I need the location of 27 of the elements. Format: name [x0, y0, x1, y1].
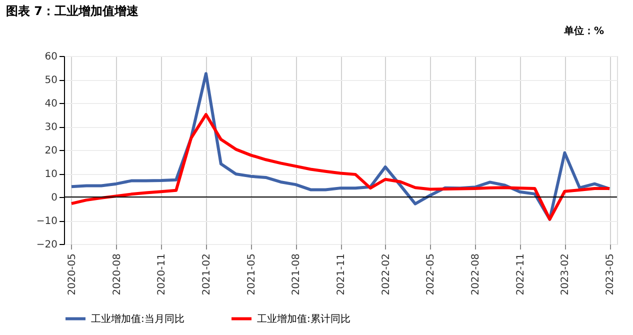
y-tick-label: 60: [44, 52, 58, 62]
y-axis-title: 单位：%: [562, 25, 604, 37]
chart-title: 图表 7：工业增加值增速: [6, 4, 140, 18]
x-tick-label: 2022-02: [380, 254, 392, 296]
y-tick-label: 50: [44, 75, 58, 86]
x-tick-label: 2021-08: [291, 254, 302, 296]
x-tick-label: 2022-05: [426, 254, 437, 296]
y-tick-label: 30: [44, 122, 58, 133]
x-tick-label: 2022-11: [515, 254, 526, 296]
legend-label: 工业增加值:累计同比: [257, 312, 350, 325]
line-series: [70, 113, 612, 221]
y-tick-label: 0: [51, 192, 58, 204]
x-tick-label: 2020-08: [112, 254, 123, 296]
x-tick-label: 2021-11: [336, 254, 347, 296]
x-tick-label: 2022-08: [470, 254, 482, 296]
legend-label: 工业增加值:当月同比: [91, 312, 184, 325]
y-tick-label: 40: [44, 98, 58, 110]
y-tick-label: −10: [36, 216, 58, 227]
y-tick-label: 10: [44, 169, 58, 180]
x-tick-label: 2023-05: [605, 254, 616, 296]
y-tick-label: −20: [36, 240, 58, 250]
x-tick-label: 2021-02: [201, 254, 212, 296]
x-tick-label: 2020-05: [66, 254, 78, 296]
x-tick-label: 2020-11: [156, 254, 168, 296]
y-tick-label: 20: [44, 146, 58, 156]
x-tick-label: 2023-02: [560, 254, 572, 296]
x-tick-label: 2021-05: [246, 254, 258, 296]
